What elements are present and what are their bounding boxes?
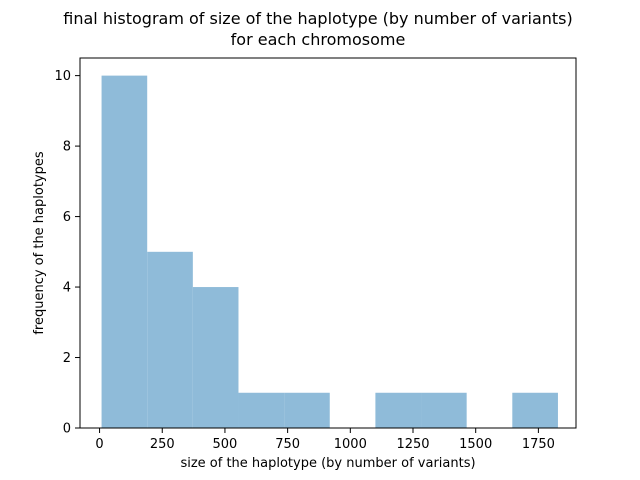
y-tick-label: 10 [54, 69, 71, 84]
histogram-bar-1 [101, 75, 148, 428]
x-tick-label: 1000 [334, 437, 367, 452]
chart-title: final histogram of size of the haplotype… [63, 9, 572, 28]
x-axis-label: size of the haplotype (by number of vari… [180, 456, 475, 471]
histogram-bar-2 [147, 251, 193, 428]
y-tick-label: 0 [63, 422, 71, 437]
plot-frame [79, 57, 577, 429]
histogram-bar-4 [238, 392, 285, 428]
histogram-bar-10 [512, 392, 558, 428]
x-tick-label: 250 [150, 437, 175, 452]
y-tick-label: 4 [63, 281, 71, 296]
x-tick-label: 1750 [522, 437, 555, 452]
x-tick-label: 500 [213, 437, 238, 452]
histogram-bar-8 [421, 392, 467, 428]
y-tick-label: 2 [63, 351, 71, 366]
histogram-bar-7 [375, 392, 422, 428]
x-tick-label: 750 [275, 437, 300, 452]
y-axis-label: frequency of the haplotypes [32, 151, 47, 335]
x-axis: 0 250 500 750 1000 1250 1500 1750 [95, 428, 555, 452]
x-tick-label: 1250 [396, 437, 429, 452]
x-tick-label: 1500 [459, 437, 492, 452]
x-tick-label: 0 [95, 437, 103, 452]
y-tick-label: 6 [63, 210, 71, 225]
plot-area [101, 75, 558, 428]
histogram-bar-5 [284, 392, 330, 428]
y-axis: 0 2 4 6 8 10 [54, 69, 80, 437]
histogram-bar-3 [192, 287, 239, 428]
chart-subtitle: for each chromosome [231, 30, 406, 49]
y-tick-label: 8 [63, 140, 71, 155]
